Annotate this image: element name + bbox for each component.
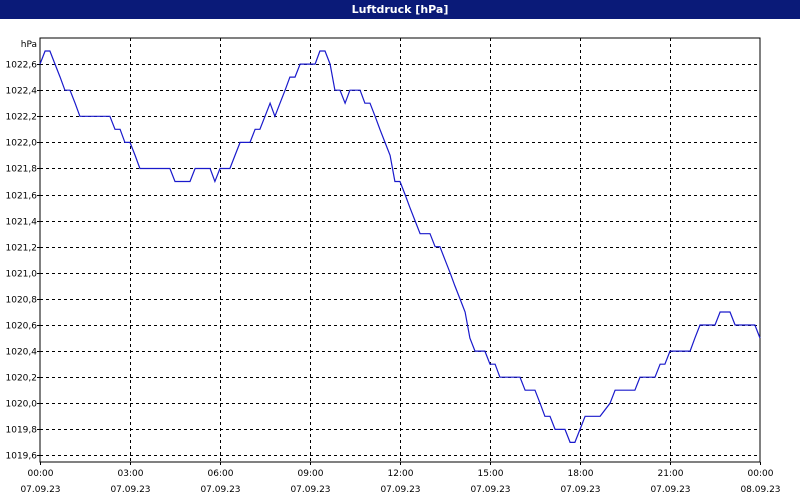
x-tick-time-label: 21:00 xyxy=(658,469,684,479)
y-tick-label: 1021,8 xyxy=(6,165,38,175)
x-tick-date-label: 07.09.23 xyxy=(20,485,60,495)
x-tick-date-label: 07.09.23 xyxy=(560,485,600,495)
x-tick-date-label: 07.09.23 xyxy=(470,485,510,495)
y-tick-label: 1022,0 xyxy=(6,139,38,149)
x-tick-time-label: 18:00 xyxy=(568,469,594,479)
x-tick-date-label: 07.09.23 xyxy=(380,485,420,495)
x-tick-date-label: 07.09.23 xyxy=(290,485,330,495)
y-tick-label: 1020,4 xyxy=(6,348,38,358)
y-tick-label: 1022,6 xyxy=(6,61,38,71)
x-tick-time-label: 03:00 xyxy=(118,469,144,479)
y-tick-label: 1019,6 xyxy=(6,452,38,462)
x-tick-time-label: 06:00 xyxy=(208,469,234,479)
series-layer xyxy=(39,50,761,443)
axis-layer xyxy=(37,37,761,465)
y-tick-label: 1022,4 xyxy=(6,87,38,97)
x-tick-date-label: 07.09.23 xyxy=(110,485,150,495)
series-line xyxy=(39,50,761,443)
y-tick-label: 1021,2 xyxy=(6,244,38,254)
y-tick-label: 1020,2 xyxy=(6,374,38,384)
y-tick-label: 1021,6 xyxy=(6,192,38,202)
y-tick-label: 1021,4 xyxy=(6,218,38,228)
label-layer: 1022,6 1022,4 1022,2 1022,0 1021,8 1021,6 1021… xyxy=(6,40,781,495)
y-axis-label: hPa xyxy=(21,40,37,50)
y-tick-label: 1021,0 xyxy=(6,270,38,280)
y-tick-label: 1020,8 xyxy=(6,296,38,306)
x-tick-time-label: 12:00 xyxy=(388,469,414,479)
y-tick-label: 1020,6 xyxy=(6,322,38,332)
x-tick-time-label: 09:00 xyxy=(298,469,324,479)
x-tick-date-label: 07.09.23 xyxy=(200,485,240,495)
x-tick-date-label: 08.09.23 xyxy=(740,485,780,495)
y-tick-label: 1019,8 xyxy=(6,426,38,436)
grid-layer xyxy=(40,38,760,462)
y-tick-label: 1022,2 xyxy=(6,113,38,123)
x-tick-time-label: 00:00 xyxy=(748,469,774,479)
x-tick-date-label: 07.09.23 xyxy=(650,485,690,495)
x-tick-time-label: 00:00 xyxy=(28,469,54,479)
chart-title: Luftdruck [hPa] xyxy=(0,0,800,19)
x-tick-time-label: 15:00 xyxy=(478,469,504,479)
y-tick-label: 1020,0 xyxy=(6,400,38,410)
